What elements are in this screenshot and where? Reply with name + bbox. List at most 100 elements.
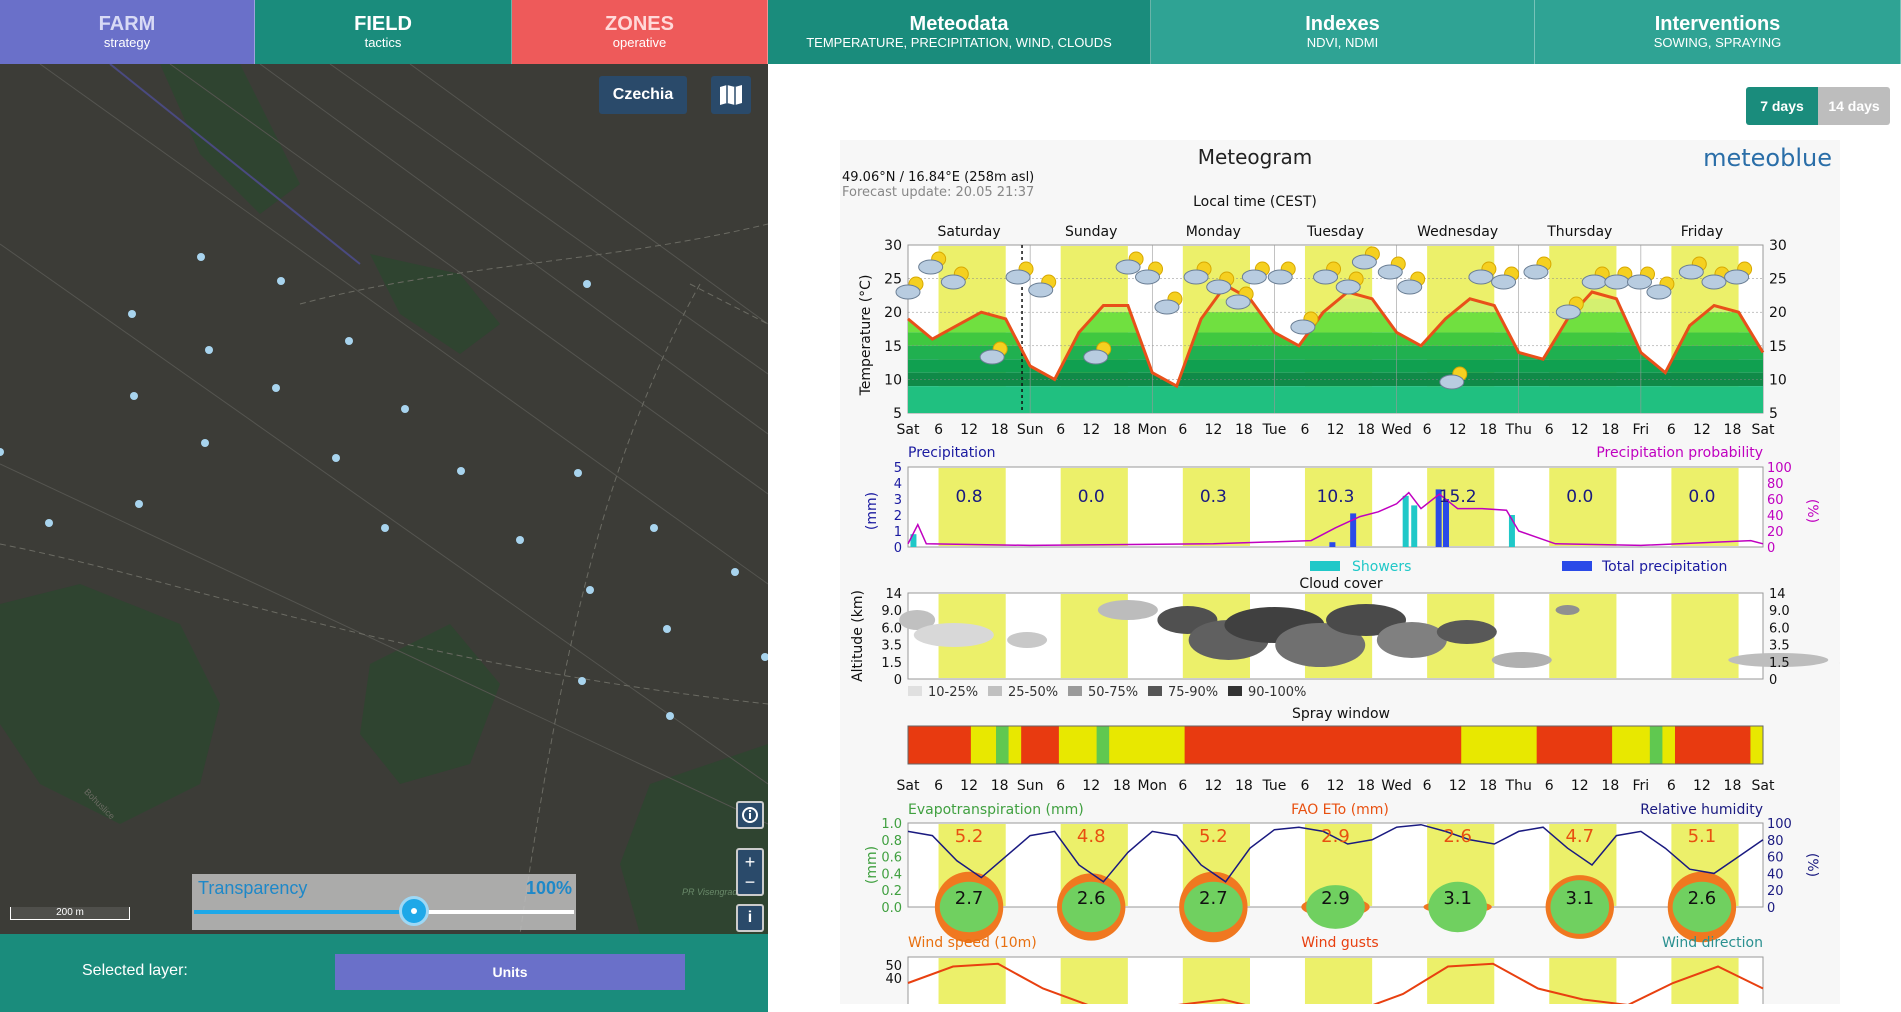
time-tick: Mon	[1138, 422, 1168, 438]
spray-window-cell	[1448, 726, 1462, 764]
daylight-band	[1549, 958, 1617, 1012]
cloud-blob	[1275, 623, 1366, 667]
tab-meteodata[interactable]: Meteodata TEMPERATURE, PRECIPITATION, WI…	[768, 0, 1151, 64]
time-tick: 12	[1571, 422, 1589, 438]
evapotranspiration-area	[1550, 880, 1610, 934]
wind-direction-title: Wind direction	[1662, 935, 1763, 951]
spray-window-cell	[1511, 726, 1525, 764]
evap-tick: 1.0	[881, 817, 902, 832]
spray-window-cell	[1649, 726, 1663, 764]
cloud-legend-swatch	[1068, 686, 1082, 696]
cloud-icon	[1555, 304, 1581, 320]
cloud-icon	[1135, 269, 1161, 285]
evapotranspiration-daily-value: 2.6	[1077, 888, 1106, 909]
attribution-button[interactable]: i	[736, 904, 764, 932]
day-label: Tuesday	[1306, 224, 1364, 240]
country-button[interactable]: Czechia	[599, 76, 687, 114]
spray-window-cell	[1310, 726, 1324, 764]
tab-farm[interactable]: FARM strategy	[0, 0, 255, 64]
daylight-band	[1671, 958, 1739, 1012]
transparency-label: Transparency	[198, 878, 308, 898]
seven-days-button[interactable]: 7 days	[1746, 87, 1818, 125]
temperature-band	[908, 372, 1763, 387]
zoom-out-icon[interactable]: −	[744, 872, 756, 892]
spray-window-cell	[1524, 726, 1538, 764]
evap-tick: 0.2	[881, 884, 902, 899]
humidity-tick: 60	[1767, 851, 1784, 866]
zoom-controls: + −	[736, 848, 764, 896]
map-view[interactable]: PR Visengrad Bohuslice Czechia + − i 200…	[0, 64, 768, 934]
meteogram-chart: Meteogram meteoblue 49.06°N / 16.84°E (2…	[842, 144, 1901, 1012]
cloud-icon	[1439, 374, 1465, 390]
precipitation-bar	[1402, 495, 1409, 547]
cloud-legend-label: 90-100%	[1248, 685, 1306, 700]
spray-window-cell	[1172, 726, 1186, 764]
weather-icon	[1581, 266, 1610, 290]
weather-icon	[979, 341, 1008, 365]
day-label: Thursday	[1546, 224, 1612, 240]
time-tick: 12	[1204, 422, 1222, 438]
transparency-slider[interactable]	[194, 896, 574, 926]
tab-indexes[interactable]: Indexes NDVI, NDMI	[1151, 0, 1535, 64]
time-tick: 12	[1327, 422, 1345, 438]
precipitation-probability-tick: 60	[1767, 493, 1784, 508]
spray-window-cell	[1473, 726, 1487, 764]
cloud-tick: 3.5	[881, 639, 902, 654]
transparency-slider-fill	[194, 910, 415, 914]
cloud-tick: 3.5	[1769, 639, 1790, 654]
time-tick: 18	[1601, 778, 1619, 794]
map-layers-button[interactable]	[711, 76, 751, 114]
precipitation-bar	[1329, 542, 1336, 547]
fao-eto-title: FAO ETo (mm)	[1291, 802, 1389, 818]
cloud-icon	[1397, 279, 1423, 295]
time-tick: 6	[1178, 422, 1187, 438]
time-tick: 6	[934, 422, 943, 438]
cloud-icon	[979, 349, 1005, 365]
time-tick: 12	[1571, 778, 1589, 794]
map-info-button[interactable]	[736, 801, 764, 829]
selected-layer-label: Selected layer:	[82, 962, 188, 979]
spray-window-bar	[907, 725, 1764, 765]
evap-tick: 0.0	[881, 901, 902, 916]
relative-humidity-line	[907, 823, 1764, 883]
cloud-cover-title: Cloud cover	[1299, 576, 1383, 592]
tab-indexes-title: Indexes	[1305, 13, 1380, 35]
tab-zones-title: ZONES	[605, 13, 674, 35]
transparency-slider-handle[interactable]	[399, 896, 430, 926]
tab-field[interactable]: FIELD tactics	[255, 0, 512, 64]
units-layer-button[interactable]: Units	[335, 954, 685, 990]
fourteen-days-button[interactable]: 14 days	[1818, 87, 1890, 125]
precipitation-tick: 1	[894, 525, 902, 540]
precipitation-probability-tick: 20	[1767, 525, 1784, 540]
zoom-in-icon[interactable]: +	[744, 852, 756, 872]
wind-tick: 50	[885, 959, 902, 974]
tab-indexes-subtitle: NDVI, NDMI	[1306, 35, 1379, 50]
tab-interventions[interactable]: Interventions SOWING, SPRAYING	[1535, 0, 1901, 64]
meteogram: Meteogram meteoblue 49.06°N / 16.84°E (2…	[840, 140, 1901, 1012]
evapotranspiration-daily-value: 2.7	[955, 888, 984, 909]
cloud-icon	[1154, 299, 1180, 315]
time-tick: 12	[1449, 778, 1467, 794]
forecast-update: Forecast update: 20.05 21:37	[842, 185, 1034, 200]
weather-icon	[1627, 266, 1656, 290]
weather-icon	[1267, 261, 1296, 285]
cloud-cover-legend: 10-25% 25-50% 50-75% 75-90% 90-100%	[908, 685, 1306, 700]
time-tick: 18	[1235, 422, 1253, 438]
daylight-band	[1671, 468, 1739, 546]
weather-icon	[1241, 261, 1270, 285]
time-tick: Fri	[1633, 422, 1650, 438]
cloud-blob	[1555, 605, 1580, 615]
tab-zones[interactable]: ZONES operative	[512, 0, 768, 64]
fao-eto-daily-value: 4.8	[1077, 826, 1106, 847]
temperature-band-group	[908, 298, 1763, 413]
spray-window-cell	[1285, 726, 1299, 764]
time-tick: 18	[1479, 422, 1497, 438]
time-tick: Thu	[1505, 778, 1532, 794]
weather-icon	[940, 266, 969, 290]
cloud-icon	[1701, 274, 1727, 290]
spray-window-cell	[1033, 726, 1047, 764]
meteogram-location: 49.06°N / 16.84°E (258m asl)	[842, 170, 1034, 185]
wind-speed-title: Wind speed (10m)	[908, 935, 1037, 951]
time-tick: 6	[1667, 778, 1676, 794]
